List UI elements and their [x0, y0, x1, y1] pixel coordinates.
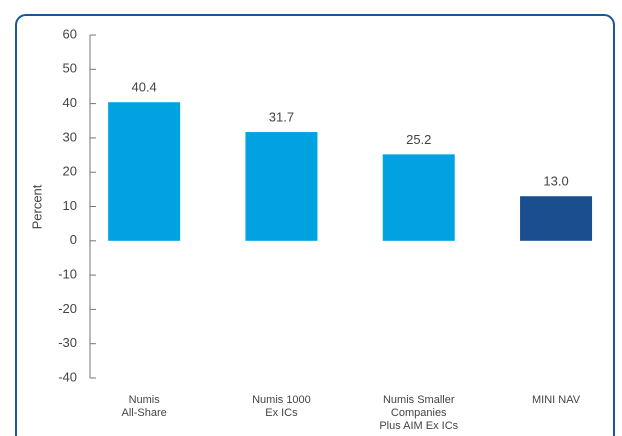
- x-tick-label-line: Plus AIM Ex ICs: [379, 420, 458, 432]
- y-tick-label: 60: [63, 26, 77, 41]
- x-tick-label-line: All-Share: [122, 407, 167, 419]
- y-tick-label: 0: [70, 232, 77, 247]
- x-tick-label-line: Numis: [129, 394, 161, 406]
- y-tick-label: 50: [63, 61, 77, 76]
- x-tick-label-line: MINI NAV: [532, 394, 581, 406]
- value-label: 40.4: [131, 80, 156, 95]
- y-tick-label: -40: [58, 369, 77, 384]
- x-tick-label: MINI NAV: [532, 394, 581, 406]
- value-label: 31.7: [269, 110, 294, 125]
- bar: [520, 196, 593, 241]
- y-tick-label: -30: [58, 335, 77, 350]
- x-tick-label: Numis 1000 Ex ICs: [252, 394, 311, 419]
- y-tick-label: 30: [63, 129, 77, 144]
- x-tick-label: Numis All-Share: [122, 394, 167, 419]
- y-axis-label: Percent: [29, 184, 44, 229]
- x-tick-label-line: Numis Smaller: [383, 394, 455, 406]
- x-tick-label-line: Ex ICs: [265, 407, 298, 419]
- bar: [245, 132, 318, 241]
- bar: [382, 154, 455, 241]
- y-tick-label: -20: [58, 301, 77, 316]
- y-tick-label: -10: [58, 267, 77, 282]
- x-tick-label-line: Companies: [391, 407, 447, 419]
- y-tick-label: 10: [63, 198, 77, 213]
- bar: [108, 102, 181, 241]
- y-tick-label: 40: [63, 95, 77, 110]
- value-label: 25.2: [406, 132, 431, 147]
- y-tick-label: 20: [63, 164, 77, 179]
- x-tick-label-line: Numis 1000: [252, 394, 311, 406]
- value-label: 13.0: [543, 174, 568, 189]
- x-tick-label: Numis Smaller Companies Plus AIM Ex ICs: [379, 394, 458, 432]
